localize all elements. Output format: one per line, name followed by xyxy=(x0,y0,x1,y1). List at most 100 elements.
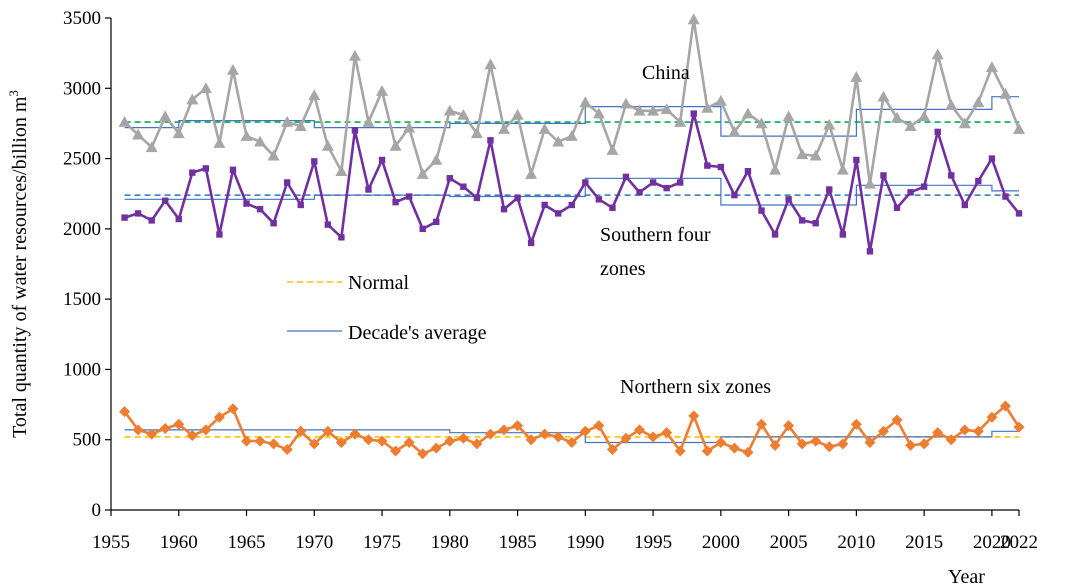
data-point-marker xyxy=(961,201,968,209)
y-axis-title-superscript: 3 xyxy=(6,90,21,97)
x-tick-label: 2015 xyxy=(905,532,943,553)
data-point-marker xyxy=(172,127,185,139)
data-point-marker xyxy=(226,64,239,75)
data-point-marker xyxy=(471,438,483,450)
data-point-marker xyxy=(634,424,646,436)
data-point-marker xyxy=(593,420,605,432)
data-point-marker xyxy=(771,231,779,238)
x-axis-title: Year xyxy=(948,566,985,587)
data-point-marker xyxy=(430,153,443,165)
data-point-marker xyxy=(836,163,849,175)
x-tick-label: 1980 xyxy=(431,532,469,553)
normal-lines xyxy=(124,121,1019,438)
data-point-marker xyxy=(460,183,467,190)
data-point-marker xyxy=(649,179,657,186)
data-point-marker xyxy=(948,172,955,179)
data-point-marker xyxy=(216,231,223,238)
data-point-marker xyxy=(676,179,684,186)
data-point-marker xyxy=(270,220,277,227)
data-point-marker xyxy=(243,200,250,207)
data-point-marker xyxy=(619,97,632,109)
data-point-marker xyxy=(864,437,876,449)
data-point-marker xyxy=(972,96,985,108)
data-point-marker xyxy=(159,110,172,122)
data-point-marker xyxy=(500,205,508,213)
data-point-marker xyxy=(606,144,619,155)
x-tick-label: 2020 xyxy=(973,532,1011,553)
data-point-marker xyxy=(985,61,998,72)
y-axis-title: Total quantity of water resources/billio… xyxy=(6,90,31,438)
data-point-marker xyxy=(527,239,535,247)
data-point-marker xyxy=(148,217,155,224)
data-point-marker xyxy=(365,186,372,193)
data-point-marker xyxy=(663,184,670,192)
data-point-marker xyxy=(443,104,456,116)
decade-average-line xyxy=(124,177,1019,206)
data-point-marker xyxy=(417,448,429,460)
data-point-marker xyxy=(552,431,564,443)
data-point-marker xyxy=(742,446,754,458)
data-point-marker xyxy=(1015,210,1023,217)
x-tick-label: 2010 xyxy=(837,532,875,553)
data-point-marker xyxy=(812,220,819,227)
data-point-marker xyxy=(893,204,901,211)
axes xyxy=(110,18,1019,511)
data-point-marker xyxy=(850,71,863,82)
y-ticks: 0 500 1000 1500 2000 2500 3000 3500 xyxy=(63,8,111,521)
x-tick-label: 2000 xyxy=(702,532,740,553)
data-point-marker xyxy=(473,194,481,202)
data-point-marker xyxy=(660,103,673,115)
data-point-marker xyxy=(796,148,809,160)
data-point-marker xyxy=(744,168,752,175)
y-tick-label: 500 xyxy=(73,430,102,451)
data-point-marker xyxy=(647,431,659,443)
data-point-marker xyxy=(199,82,212,94)
data-point-marker xyxy=(934,128,941,136)
data-point-marker xyxy=(121,214,128,221)
data-point-marker xyxy=(880,172,887,179)
x-tick-label: 1970 xyxy=(295,532,333,553)
data-point-marker xyxy=(134,210,142,217)
data-point-marker xyxy=(755,117,768,129)
data-point-marker xyxy=(782,110,795,122)
data-point-marker xyxy=(877,90,890,102)
data-point-marker xyxy=(294,120,307,132)
data-point-marker xyxy=(904,120,917,132)
data-point-marker xyxy=(907,189,914,196)
data-point-marker xyxy=(932,427,944,439)
y-tick-label: 3500 xyxy=(63,8,101,29)
data-point-marker xyxy=(433,218,440,226)
data-point-marker xyxy=(351,127,359,134)
data-point-marker xyxy=(891,414,903,426)
data-point-marker xyxy=(403,121,416,133)
x-tick-label: 2022 xyxy=(1000,532,1038,553)
data-point-marker xyxy=(338,234,345,241)
data-point-marker xyxy=(256,205,264,213)
data-point-marker xyxy=(498,424,510,436)
data-point-marker xyxy=(189,169,196,176)
data-point-marker xyxy=(866,248,874,255)
data-point-marker xyxy=(756,418,768,430)
series-label-southern-line2: zones xyxy=(600,258,646,280)
data-point-marker xyxy=(945,99,958,110)
data-point-marker xyxy=(988,155,996,162)
data-point-marker xyxy=(975,177,982,185)
data-point-marker xyxy=(297,201,304,209)
data-point-marker xyxy=(785,196,792,203)
y-tick-label: 1500 xyxy=(63,289,101,310)
data-point-marker xyxy=(823,118,836,130)
series-label-southern-line1: Southern four xyxy=(600,224,711,246)
data-point-marker xyxy=(484,428,496,440)
data-point-marker xyxy=(945,434,957,446)
data-point-marker xyxy=(186,429,198,441)
x-tick-label: 1975 xyxy=(363,532,401,553)
data-point-marker xyxy=(609,204,616,211)
x-tick-label: 1955 xyxy=(92,532,130,553)
data-point-marker xyxy=(999,400,1011,412)
data-point-marker xyxy=(470,127,483,139)
data-point-marker xyxy=(186,93,199,105)
x-tick-label: 1995 xyxy=(634,532,672,553)
data-point-marker xyxy=(920,183,928,190)
data-point-marker xyxy=(311,158,318,165)
data-point-marker xyxy=(717,163,725,171)
